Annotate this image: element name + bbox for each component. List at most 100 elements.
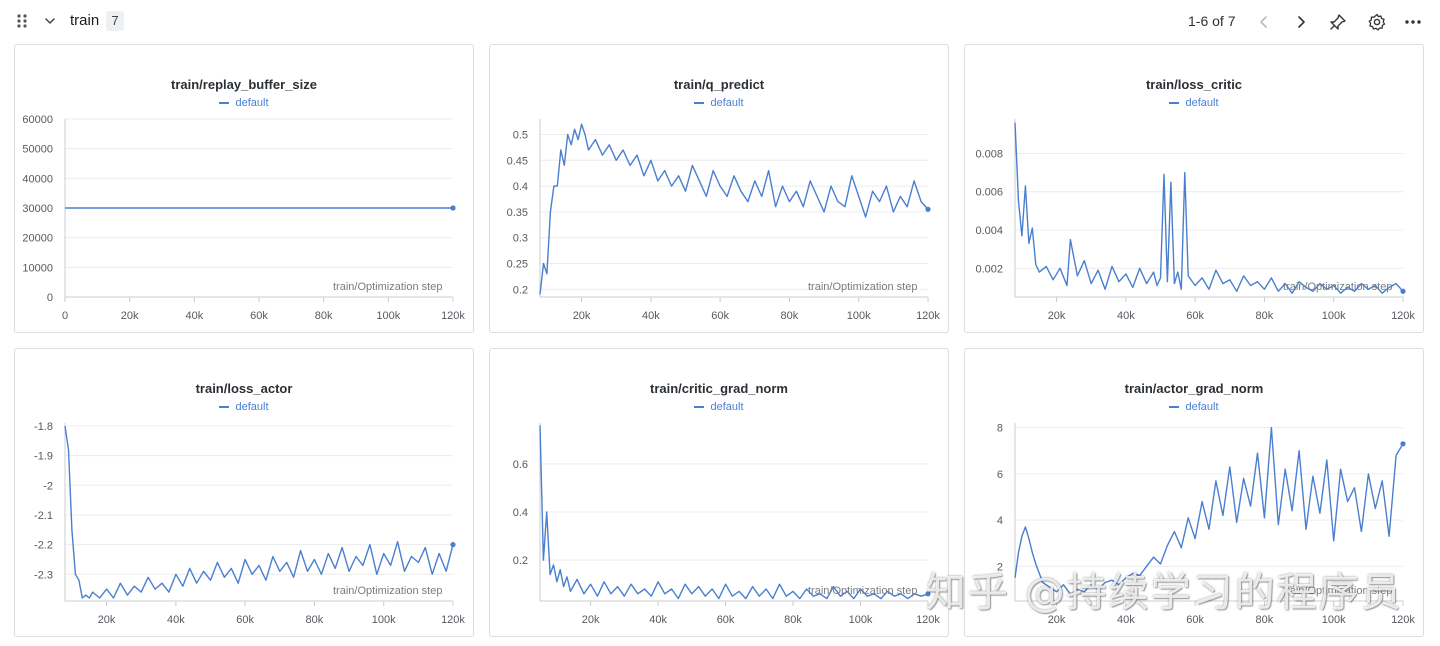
y-tick-label: 2	[997, 561, 1003, 573]
x-tick-label: 40k	[642, 310, 660, 322]
y-tick-label: 4	[997, 515, 1003, 527]
x-tick-label: 60k	[236, 614, 254, 626]
x-axis-label: train/Optimization step	[333, 281, 443, 293]
x-tick-label: 80k	[315, 310, 333, 322]
y-tick-label: 0.006	[975, 187, 1003, 199]
y-tick-label: -2.2	[34, 540, 53, 552]
series-end-point	[925, 591, 931, 597]
chart-title: train/loss_critic	[1145, 77, 1243, 92]
series-line-default	[539, 123, 929, 295]
legend-label: default	[235, 401, 269, 413]
line-chart: 0.2 0.25 0.3 0.35 0.4 0.45 0.5 20k 40k 60k 80k 100k…	[507, 119, 940, 322]
x-axis-label: train/Optimization step	[1283, 281, 1393, 293]
x-axis-label: train/Optimization step	[808, 585, 918, 597]
series-end-point	[925, 206, 931, 212]
gear-icon[interactable]	[1367, 12, 1387, 32]
y-tick-label: 0.5	[513, 129, 528, 141]
chart-panel-loss-critic[interactable]: train/loss_critic default 0.002 0.004 0.00…	[964, 44, 1424, 333]
x-axis-label: train/Optimization step	[1283, 585, 1393, 597]
x-tick-label: 60k	[1186, 310, 1204, 322]
series-line-default	[1014, 426, 1404, 595]
y-tick-label: 0	[47, 292, 53, 304]
x-tick-label: 40k	[1117, 310, 1135, 322]
y-tick-label: 60000	[22, 114, 53, 126]
panel-count-badge: 7	[106, 11, 124, 31]
series-line-default	[539, 425, 929, 600]
x-tick-label: 120k	[1391, 310, 1415, 322]
y-tick-label: 0.002	[975, 263, 1003, 275]
x-tick-label: 60k	[717, 614, 735, 626]
x-tick-label: 80k	[784, 614, 802, 626]
chart-legend: default	[965, 401, 1423, 413]
x-tick-label: 20k	[1048, 310, 1066, 322]
x-tick-label: 0	[62, 310, 68, 322]
line-chart: 2 4 6 8 20k 40k 60k 80k 100k 120k	[997, 423, 1416, 626]
x-tick-label: 120k	[916, 310, 940, 322]
y-tick-label: 8	[997, 423, 1003, 435]
chart-panel-q-predict[interactable]: train/q_predict default 0.2 0.25 0.3 0.35 0.…	[489, 44, 949, 333]
line-chart: 0.002 0.004 0.006 0.008 20k 40k 60k 80k 100k 120k	[975, 119, 1415, 322]
x-tick-label: 40k	[649, 614, 667, 626]
more-icon[interactable]	[1403, 12, 1423, 32]
y-tick-label: 0.35	[507, 207, 528, 219]
x-tick-label: 80k	[1256, 614, 1274, 626]
x-tick-label: 120k	[916, 614, 940, 626]
x-tick-label: 60k	[711, 310, 729, 322]
series-end-point	[1400, 441, 1406, 447]
y-tick-label: 0.2	[513, 555, 528, 567]
chevron-left-icon[interactable]	[1254, 12, 1274, 32]
line-chart: 0 10000 20000 30000 40000 50000 60000 0 20k 40k 60…	[22, 114, 465, 322]
chart-panel-loss-actor[interactable]: train/loss_actor default -2.3 -2.2 -2.1 -2-…	[14, 348, 474, 637]
chart-title: train/q_predict	[673, 77, 765, 92]
pin-icon[interactable]	[1328, 12, 1348, 32]
chevron-right-icon[interactable]	[1291, 12, 1311, 32]
y-tick-label: 20000	[22, 233, 53, 245]
section-title[interactable]: train	[70, 12, 100, 29]
chevron-down-icon[interactable]	[42, 13, 58, 29]
chart-legend: default	[490, 97, 948, 109]
y-tick-label: 50000	[22, 144, 53, 156]
series-end-point	[1400, 288, 1406, 294]
chart-panel-replay-buffer-size[interactable]: train/replay_buffer_size default 0 10000 2…	[14, 44, 474, 333]
x-tick-label: 60k	[250, 310, 268, 322]
y-tick-label: 40000	[22, 173, 53, 185]
legend-label: default	[710, 401, 744, 413]
drag-handle-icon[interactable]	[14, 12, 30, 30]
x-axis-label: train/Optimization step	[808, 281, 918, 293]
section-header: train 7 1-6 of 7	[0, 0, 1440, 44]
x-tick-label: 80k	[1256, 310, 1274, 322]
x-tick-label: 100k	[376, 310, 400, 322]
chart-panel-actor-grad-norm[interactable]: train/actor_grad_norm default 2 4 6 8 20k 40k…	[964, 348, 1424, 637]
x-tick-label: 80k	[781, 310, 799, 322]
x-tick-label: 100k	[1322, 310, 1346, 322]
y-tick-label: -1.9	[34, 451, 53, 463]
y-tick-label: 6	[997, 469, 1003, 481]
chart-panel-critic-grad-norm[interactable]: train/critic_grad_norm default 0.2 0.4 0.6…	[489, 348, 949, 637]
x-tick-label: 20k	[582, 614, 600, 626]
legend-label: default	[1185, 97, 1219, 109]
line-chart: -2.3 -2.2 -2.1 -2 -1.9 -1.8 20k 40k 60k 80k 100k 12…	[34, 421, 465, 626]
y-tick-label: -1.8	[34, 421, 53, 433]
x-tick-label: 20k	[121, 310, 139, 322]
x-tick-label: 100k	[1322, 614, 1346, 626]
line-chart: 0.2 0.4 0.6 20k 40k 60k 80k 100k 120k	[513, 423, 940, 626]
legend-label: default	[710, 97, 744, 109]
x-tick-label: 40k	[1117, 614, 1135, 626]
x-tick-label: 60k	[1186, 614, 1204, 626]
y-tick-label: 0.2	[513, 284, 528, 296]
x-tick-label: 20k	[98, 614, 116, 626]
series-end-point	[450, 205, 456, 211]
y-tick-label: 0.3	[513, 233, 528, 245]
y-tick-label: -2.1	[34, 510, 53, 522]
chart-legend: default	[15, 97, 473, 109]
chart-title: train/loss_actor	[195, 381, 293, 396]
legend-label: default	[235, 97, 269, 109]
y-tick-label: -2	[43, 480, 53, 492]
x-tick-label: 40k	[167, 614, 185, 626]
x-tick-label: 100k	[372, 614, 396, 626]
x-tick-label: 80k	[306, 614, 324, 626]
y-tick-label: 0.004	[975, 225, 1003, 237]
y-tick-label: 0.45	[507, 155, 528, 167]
y-tick-label: 0.6	[513, 459, 528, 471]
chart-legend: default	[965, 97, 1423, 109]
